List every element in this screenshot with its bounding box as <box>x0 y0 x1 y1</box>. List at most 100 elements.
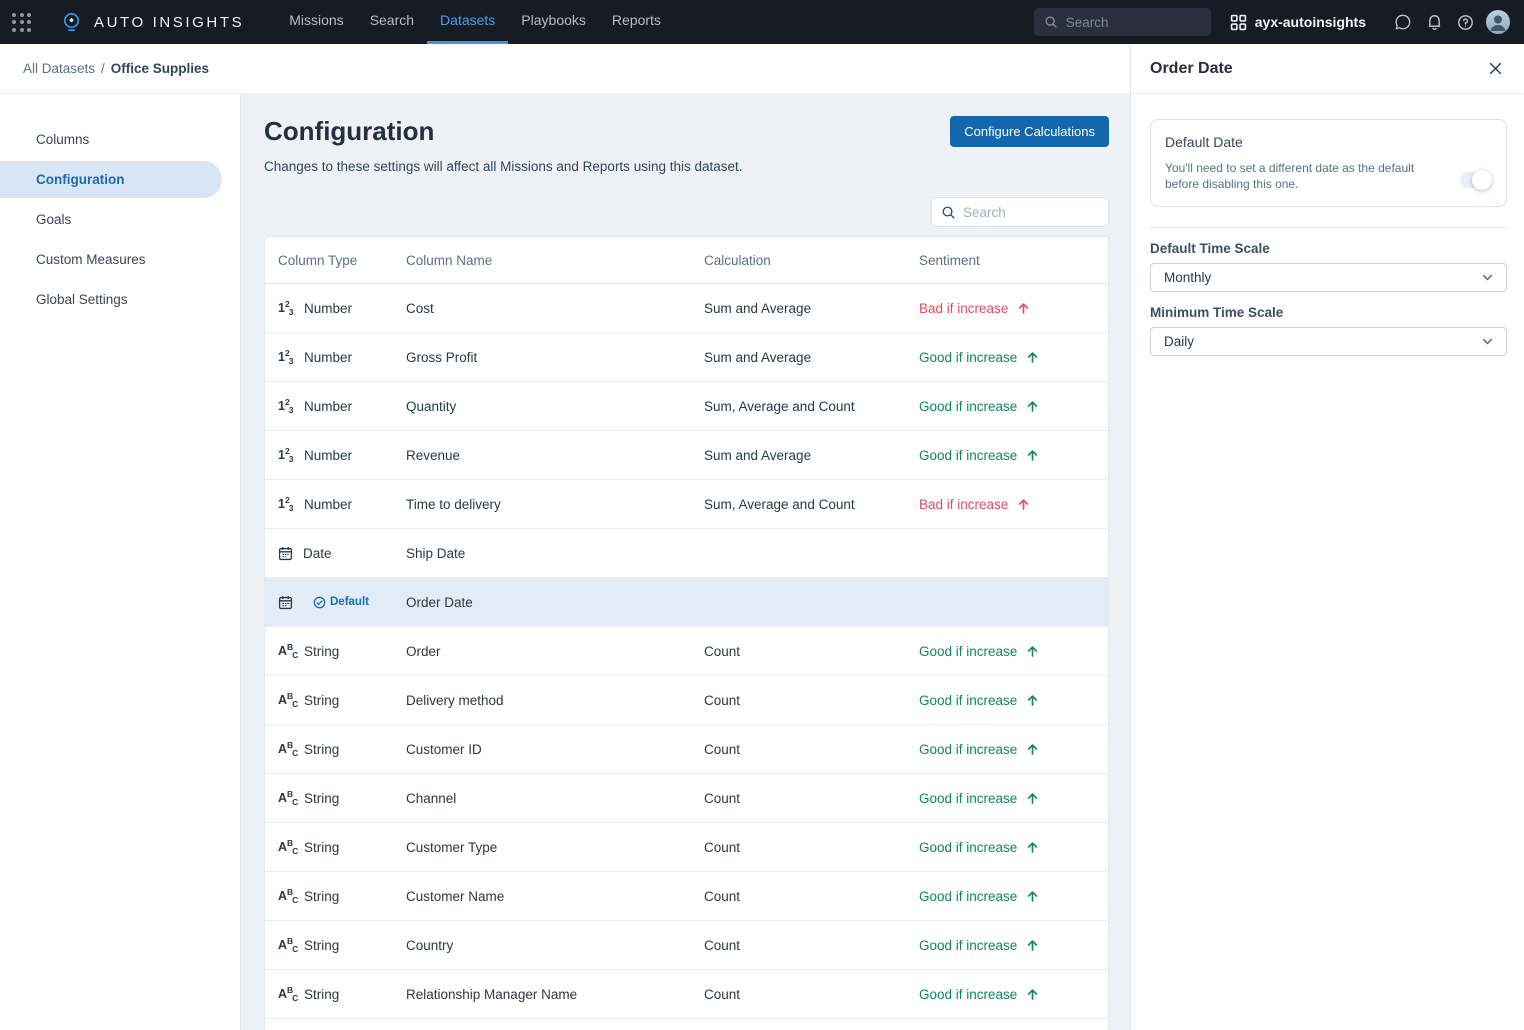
global-search[interactable] <box>1033 8 1211 36</box>
sentiment-value[interactable]: Good if increase <box>919 840 1039 855</box>
table-row[interactable]: ABC String Relationship Manager Name Count G… <box>265 970 1108 1019</box>
calculation-cell: Count <box>704 888 741 904</box>
table-search[interactable] <box>931 197 1109 227</box>
calculation-cell: Sum, Average and Count <box>704 398 855 414</box>
column-type-label: String <box>304 839 340 855</box>
sentiment-cell: Bad if increase <box>919 497 1108 512</box>
column-name-cell: Ship Date <box>406 545 466 561</box>
table-row[interactable]: 123 Number Gross Profit Sum and Average Good… <box>265 333 1108 382</box>
arrow-up-icon <box>1017 302 1030 315</box>
table-search-input[interactable] <box>963 204 1099 220</box>
order-date-panel: Order Date Default Date You'll need to s… <box>1131 44 1523 1030</box>
sentiment-value[interactable]: Good if increase <box>919 350 1039 365</box>
sentiment-value[interactable]: Good if increase <box>919 889 1039 904</box>
table-row[interactable]: 123 Number Quantity Sum, Average and Count G… <box>265 382 1108 431</box>
column-type-cell: ABC String <box>265 838 406 857</box>
sentiment-value[interactable]: Good if increase <box>919 987 1039 1002</box>
arrow-up-icon <box>1026 449 1039 462</box>
sentiment-cell: Good if increase <box>919 791 1108 806</box>
table-row[interactable]: 123 Number Cost Sum and Average Bad if incre… <box>265 284 1108 333</box>
column-name-cell: Order Date <box>406 594 473 610</box>
table-body: 123 Number Cost Sum and Average Bad if incre… <box>265 284 1108 1019</box>
string-type-icon: ABC <box>278 886 299 906</box>
table-row[interactable]: ABC String Customer Name Count Good if incre… <box>265 872 1108 921</box>
notifications-bell-icon[interactable] <box>1423 11 1445 33</box>
app-grid-icon[interactable] <box>12 12 31 32</box>
sentiment-value[interactable]: Good if increase <box>919 693 1039 708</box>
sidebar-item-global-settings[interactable]: Global Settings <box>36 292 128 307</box>
table-row[interactable]: ABC String Channel Count Good if increase <box>265 774 1108 823</box>
nav-link-reports[interactable]: Reports <box>611 12 661 28</box>
chevron-down-icon <box>1481 271 1494 284</box>
sentiment-label: Good if increase <box>919 447 1018 463</box>
arrow-up-icon <box>1026 988 1039 1001</box>
workspace-grid-icon <box>1230 14 1247 31</box>
settings-sidebar: Columns Configuration Goals Custom Measures… <box>0 94 240 1030</box>
sidebar-item-custom-measures[interactable]: Custom Measures <box>36 252 146 267</box>
default-badge-label: Default <box>330 596 369 608</box>
sentiment-value[interactable]: Bad if increase <box>919 301 1030 316</box>
auto-insights-logo[interactable]: AUTO INSIGHTS <box>60 11 244 34</box>
table-row[interactable]: 123 Number Time to delivery Sum, Average an… <box>265 480 1108 529</box>
calendar-icon <box>278 546 294 561</box>
breadcrumb-all-datasets-link[interactable]: All Datasets <box>23 61 96 76</box>
chat-icon[interactable] <box>1392 11 1414 33</box>
nav-link-missions[interactable]: Missions <box>289 12 344 28</box>
number-type-icon: 123 <box>278 494 294 514</box>
sentiment-value[interactable]: Good if increase <box>919 938 1039 953</box>
sentiment-value[interactable]: Bad if increase <box>919 497 1030 512</box>
table-row[interactable]: ABC String Customer Type Count Good if incre… <box>265 823 1108 872</box>
nav-links: Missions Search Datasets Playbooks Reports <box>276 0 674 44</box>
table-row[interactable]: Date Ship Date <box>265 529 1108 578</box>
selected-value: Monthly <box>1164 270 1212 286</box>
sentiment-value[interactable]: Good if increase <box>919 399 1039 414</box>
panel-divider <box>1150 227 1507 229</box>
nav-link-playbooks[interactable]: Playbooks <box>521 12 586 28</box>
string-type-icon: ABC <box>278 739 299 759</box>
chevron-down-icon <box>1481 335 1494 348</box>
close-icon[interactable] <box>1484 58 1506 80</box>
sentiment-value[interactable]: Good if increase <box>919 644 1039 659</box>
sidebar-item-configuration[interactable]: Configuration <box>0 161 222 198</box>
sentiment-label: Good if increase <box>919 349 1018 365</box>
column-type-cell: ABC String <box>265 740 406 759</box>
help-icon[interactable] <box>1454 11 1476 33</box>
sentiment-cell: Bad if increase <box>919 301 1108 316</box>
table-row[interactable]: ABC String Delivery method Count Good if inc… <box>265 676 1108 725</box>
column-type-label: String <box>304 643 340 659</box>
sentiment-label: Good if increase <box>919 937 1018 953</box>
sidebar-item-goals[interactable]: Goals <box>36 212 72 227</box>
calculation-cell: Count <box>704 741 741 757</box>
sentiment-value[interactable]: Good if increase <box>919 742 1039 757</box>
configure-calculations-button[interactable]: Configure Calculations <box>950 116 1109 147</box>
default-date-toggle[interactable] <box>1460 170 1492 190</box>
lightbulb-icon <box>60 11 83 34</box>
sentiment-cell: Good if increase <box>919 693 1108 708</box>
table-row[interactable]: ABC String Customer ID Count Good if increas… <box>265 725 1108 774</box>
table-row[interactable]: ABC String Order Count Good if increase <box>265 627 1108 676</box>
workspace-switcher[interactable]: ayx-autoinsights <box>1230 14 1366 31</box>
calculation-cell: Count <box>704 692 741 708</box>
column-name-cell: Customer ID <box>406 741 482 757</box>
columns-table: Column Type Column Name Calculation Sentime… <box>264 236 1109 1030</box>
global-search-input[interactable] <box>1065 14 1201 30</box>
table-row[interactable]: 123 Number Revenue Sum and Average Good if i… <box>265 431 1108 480</box>
nav-link-search[interactable]: Search <box>369 12 415 28</box>
string-type-icon: ABC <box>278 984 299 1004</box>
sentiment-value[interactable]: Good if increase <box>919 791 1039 806</box>
table-row[interactable]: ABC String Country Count Good if increase <box>265 921 1108 970</box>
sentiment-label: Bad if increase <box>919 300 1009 316</box>
minimum-time-scale-select[interactable]: Daily <box>1150 327 1507 357</box>
sentiment-value[interactable]: Good if increase <box>919 448 1039 463</box>
sidebar-item-columns[interactable]: Columns <box>36 132 90 147</box>
default-time-scale-select[interactable]: Monthly <box>1150 263 1507 293</box>
column-type-cell: 123 Number <box>265 397 406 416</box>
sentiment-cell: Good if increase <box>919 987 1108 1002</box>
column-name-cell: Customer Type <box>406 839 498 855</box>
column-type-cell: ABC String <box>265 691 406 710</box>
nav-link-datasets[interactable]: Datasets <box>427 0 509 44</box>
calculation-cell: Count <box>704 986 741 1002</box>
string-type-icon: ABC <box>278 935 299 955</box>
table-row[interactable]: Default Order Date <box>265 578 1108 627</box>
user-avatar[interactable] <box>1486 10 1510 34</box>
